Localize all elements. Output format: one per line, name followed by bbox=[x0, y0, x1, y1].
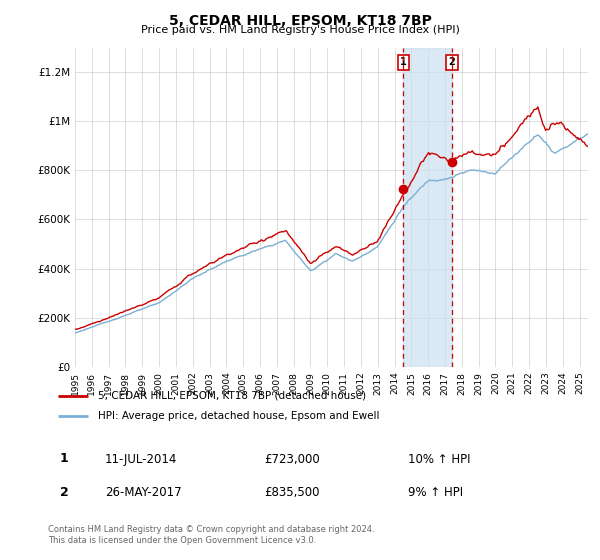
Text: 10% ↑ HPI: 10% ↑ HPI bbox=[408, 452, 470, 466]
Bar bbox=[403, 48, 452, 367]
Text: 26-MAY-2017: 26-MAY-2017 bbox=[105, 486, 182, 500]
Text: 1: 1 bbox=[60, 452, 68, 465]
Text: 5, CEDAR HILL, EPSOM, KT18 7BP: 5, CEDAR HILL, EPSOM, KT18 7BP bbox=[169, 14, 431, 28]
Text: 5, CEDAR HILL, EPSOM, KT18 7BP (detached house): 5, CEDAR HILL, EPSOM, KT18 7BP (detached… bbox=[98, 391, 367, 401]
Text: £835,500: £835,500 bbox=[264, 486, 320, 500]
Text: 2: 2 bbox=[448, 57, 455, 67]
Text: 11-JUL-2014: 11-JUL-2014 bbox=[105, 452, 178, 466]
Text: Contains HM Land Registry data © Crown copyright and database right 2024.
This d: Contains HM Land Registry data © Crown c… bbox=[48, 525, 374, 545]
Text: HPI: Average price, detached house, Epsom and Ewell: HPI: Average price, detached house, Epso… bbox=[98, 411, 380, 421]
Text: 9% ↑ HPI: 9% ↑ HPI bbox=[408, 486, 463, 500]
Text: £723,000: £723,000 bbox=[264, 452, 320, 466]
Text: 2: 2 bbox=[60, 486, 68, 499]
Text: Price paid vs. HM Land Registry's House Price Index (HPI): Price paid vs. HM Land Registry's House … bbox=[140, 25, 460, 35]
Text: 1: 1 bbox=[400, 57, 407, 67]
